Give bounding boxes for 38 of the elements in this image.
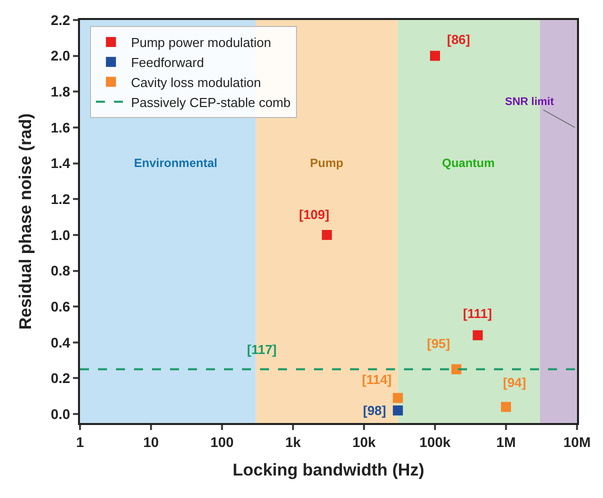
x-tick-label: 10M — [563, 434, 591, 450]
annotation: [94] — [503, 375, 526, 390]
annotation: [98] — [363, 403, 386, 418]
y-tick-label: 2.2 — [50, 12, 70, 28]
y-tick-label: 1.8 — [50, 84, 70, 100]
x-tick-label: 1M — [496, 434, 516, 450]
y-tick-label: 0.0 — [50, 406, 70, 422]
annotation: [111] — [463, 306, 492, 321]
y-tick-label: 0.4 — [50, 334, 70, 350]
y-tick-label: 0.6 — [50, 298, 70, 314]
x-axis-title: Locking bandwidth (Hz) — [232, 460, 424, 480]
y-tick-label: 0.2 — [50, 370, 70, 386]
y-tick-label: 1.2 — [50, 191, 70, 208]
x-tick-label: 1 — [76, 434, 84, 450]
x-tick-label: 100 — [210, 434, 234, 450]
y-tick-label: 2.0 — [50, 48, 70, 64]
legend-label: Feedforward — [130, 54, 204, 70]
annotation: [109] — [299, 207, 330, 222]
y-tick-label: 1.0 — [50, 226, 70, 243]
band-label: SNR limit — [505, 96, 554, 108]
y-tick-label: 0.8 — [50, 262, 70, 279]
band-label: Quantum — [442, 156, 495, 170]
y-tick-label: 1.6 — [50, 119, 70, 136]
x-tick-label: 10 — [143, 434, 159, 450]
x-tick-label: 1k — [285, 434, 301, 450]
annotation: [117] — [247, 342, 277, 357]
y-tick-label: 1.4 — [50, 155, 70, 172]
legend-label: Passively CEP-stable comb — [130, 94, 291, 110]
band-label: Environmental — [134, 156, 218, 170]
annotation: [86] — [447, 32, 470, 47]
legend-label: Pump power modulation — [130, 35, 272, 50]
x-tick-label: 100k — [419, 434, 451, 450]
y-axis-title: Residual phase noise (rad) — [16, 113, 35, 330]
annotation: [114] — [362, 372, 392, 387]
legend-label: Cavity loss modulation — [130, 74, 262, 90]
x-tick-label: 10k — [352, 434, 376, 450]
band-label: Pump — [310, 156, 344, 170]
annotation: [95] — [427, 336, 450, 351]
